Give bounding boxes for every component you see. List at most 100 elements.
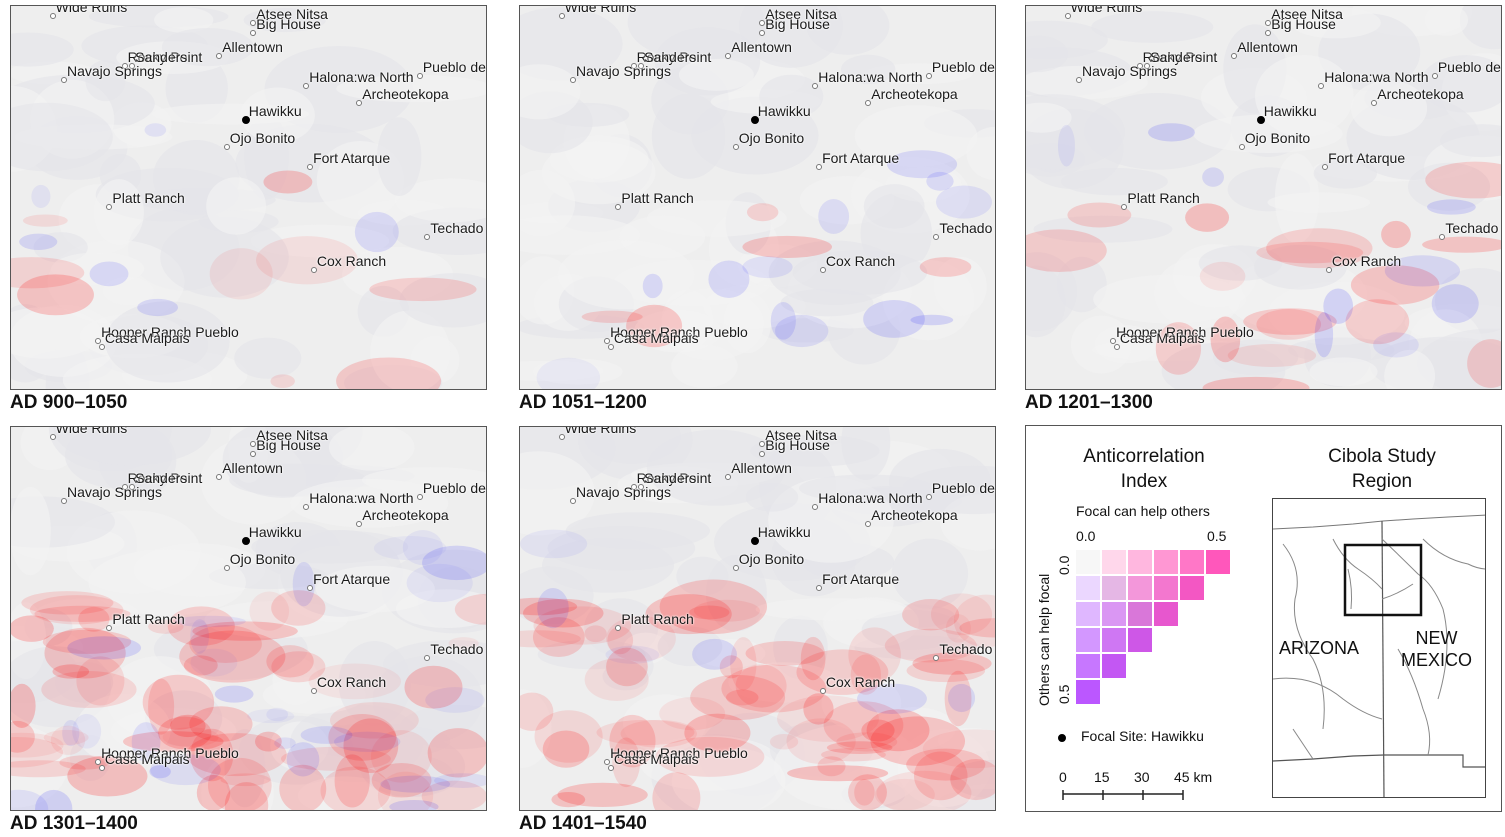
period-label: AD 1201–1300: [1025, 392, 1153, 413]
terrain-patch: [88, 549, 246, 616]
site-label: Archeotekopa: [871, 86, 958, 103]
site-marker-icon: [1231, 53, 1238, 60]
site-marker-icon: [812, 504, 819, 511]
terrain-patch: [234, 337, 302, 379]
site-marker-icon: [725, 474, 732, 481]
red-anticorrelation-patch: [224, 782, 269, 810]
terrain-patch: [1026, 265, 1066, 338]
site-marker-icon: [1238, 143, 1245, 150]
site-label: Sanders: [644, 49, 697, 66]
red-anticorrelation-patch: [906, 659, 986, 683]
terrain-patch: [224, 729, 266, 808]
terrain-patch: [85, 60, 126, 102]
red-anticorrelation-patch: [189, 706, 253, 742]
red-anticorrelation-patch: [870, 716, 966, 766]
inset-locator-map: ARIZONA NEW MEXICO: [1272, 498, 1486, 798]
site-marker-icon: [310, 688, 317, 695]
red-anticorrelation-patch: [22, 214, 68, 227]
legend-y-axis-label: Others can help focal: [1036, 573, 1052, 706]
red-anticorrelation-patch: [122, 731, 224, 752]
terrain-patch: [377, 117, 422, 196]
red-anticorrelation-patch: [52, 664, 90, 679]
red-anticorrelation-patch: [607, 626, 634, 655]
red-anticorrelation-patch: [186, 733, 287, 777]
red-anticorrelation-patch: [209, 248, 273, 300]
blue-anticorrelation-patch: [266, 707, 289, 722]
red-anticorrelation-patch: [427, 728, 486, 778]
blue-anticorrelation-patch: [708, 260, 750, 298]
site-label: Archeotekopa: [871, 507, 958, 524]
legend-color-cell: [1128, 628, 1152, 652]
site-label: Archeotekopa: [362, 86, 449, 103]
red-anticorrelation-patch: [190, 728, 234, 782]
site-marker-icon: [223, 143, 230, 150]
site-label: Archeotekopa: [362, 507, 449, 524]
red-anticorrelation-patch: [404, 665, 463, 709]
site-marker-icon: [604, 758, 611, 765]
legend-focal-label: Focal Site: Hawikku: [1081, 728, 1204, 744]
map-panel: Wide Ruins Atsee Nitsa Big House Rocky Poin…: [10, 5, 487, 390]
site-marker-icon: [615, 203, 622, 210]
map-panel: Wide Ruins Atsee Nitsa Big House Rocky Poin…: [519, 426, 996, 811]
red-anticorrelation-patch: [626, 304, 683, 348]
red-anticorrelation-patch: [280, 746, 391, 771]
terrain-patch: [1026, 65, 1148, 100]
site-marker-icon: [121, 63, 128, 70]
terrain-patch: [290, 478, 449, 528]
focal-site-marker-icon: [750, 536, 759, 545]
site-marker-icon: [725, 53, 732, 60]
site-label: Navajo Springs: [1082, 62, 1177, 79]
blue-anticorrelation-patch: [425, 687, 485, 713]
inset-state-arizona: ARIZONA: [1279, 638, 1360, 658]
site-marker-icon: [129, 484, 136, 491]
site-label: Pueblo de los Muertos: [1437, 59, 1501, 76]
terrain-patch: [657, 626, 723, 667]
terrain-patch: [161, 27, 254, 67]
site-label: Platt Ranch: [1127, 189, 1200, 206]
site-label: Ojo Bonito: [738, 129, 805, 146]
red-anticorrelation-patch: [861, 719, 895, 742]
site-marker-icon: [732, 564, 739, 571]
site-marker-icon: [95, 758, 102, 765]
site-marker-icon: [759, 19, 766, 26]
red-anticorrelation-patch: [17, 274, 94, 316]
site-label: Archeotekopa: [1377, 86, 1464, 103]
terrain-patch: [1313, 158, 1377, 189]
red-anticorrelation-patch: [606, 615, 676, 662]
red-anticorrelation-patch: [735, 664, 787, 708]
site-marker-icon: [630, 484, 637, 491]
red-anticorrelation-patch: [532, 617, 585, 657]
site-marker-icon: [416, 494, 423, 501]
site-label: Pueblo de los Muertos: [422, 480, 486, 497]
blue-anticorrelation-patch: [150, 754, 221, 786]
blue-anticorrelation-patch: [89, 261, 129, 287]
terrain-patch: [604, 646, 654, 686]
red-anticorrelation-patch: [263, 170, 313, 194]
red-anticorrelation-patch: [912, 652, 992, 675]
red-anticorrelation-patch: [1381, 220, 1411, 249]
terrain-patch: [1026, 102, 1072, 133]
blue-anticorrelation-patch: [742, 256, 793, 279]
blue-anticorrelation-patch: [775, 314, 829, 348]
red-anticorrelation-patch: [786, 718, 856, 764]
terrain-patch: [840, 54, 896, 84]
terrain-patch: [11, 646, 112, 728]
red-anticorrelation-patch: [826, 741, 893, 755]
site-marker-icon: [1076, 76, 1082, 83]
site-marker-icon: [1431, 73, 1438, 80]
site-label: Big House: [256, 436, 321, 453]
terrain-patch: [1309, 357, 1378, 387]
terrain-patch: [821, 676, 902, 731]
terrain-patch: [11, 486, 51, 576]
site-label: Casa Malpais: [613, 330, 699, 347]
site-label: Big House: [256, 15, 321, 32]
red-anticorrelation-patch: [148, 619, 184, 634]
site-marker-icon: [95, 337, 102, 344]
site-marker-icon: [129, 63, 136, 70]
red-anticorrelation-patch: [652, 772, 701, 810]
red-anticorrelation-patch: [612, 737, 641, 788]
red-anticorrelation-patch: [1422, 236, 1501, 253]
red-anticorrelation-patch: [207, 757, 272, 810]
terrain-patch: [1274, 153, 1319, 244]
red-anticorrelation-patch: [343, 718, 399, 773]
